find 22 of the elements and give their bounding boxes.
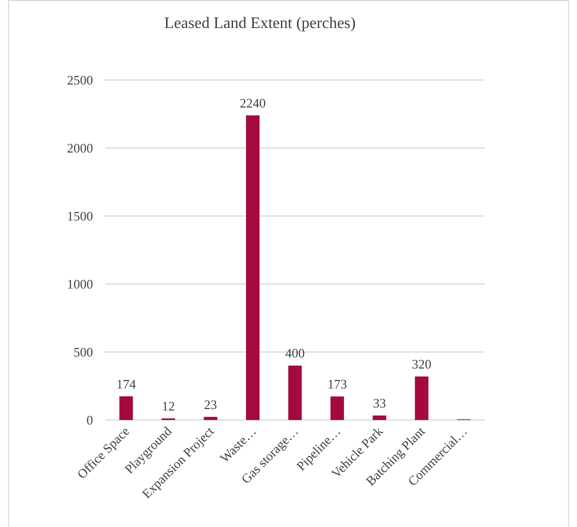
y-tick-label: 1500 — [67, 208, 93, 224]
y-tick-label: 500 — [74, 344, 93, 360]
y-tick-label: 2500 — [67, 72, 93, 88]
data-label: 23 — [204, 396, 218, 412]
bar — [372, 416, 386, 420]
data-label: 320 — [412, 356, 432, 372]
y-tick-label: 0 — [86, 412, 93, 428]
bar — [330, 396, 344, 420]
data-label: 174 — [116, 376, 136, 392]
data-label: 400 — [285, 346, 305, 361]
y-tick-label: 2000 — [67, 140, 93, 156]
chart-title: Leased Land Extent (perches) — [164, 15, 356, 32]
y-tick-label: 1000 — [67, 276, 93, 292]
bar — [288, 366, 302, 420]
data-label: 2240 — [240, 95, 266, 110]
data-label: 173 — [327, 376, 347, 392]
bar — [204, 416, 218, 420]
bar — [246, 115, 260, 420]
data-label: 12 — [162, 398, 175, 414]
bar — [414, 376, 428, 420]
data-label: 33 — [372, 396, 386, 411]
bar — [119, 396, 133, 420]
